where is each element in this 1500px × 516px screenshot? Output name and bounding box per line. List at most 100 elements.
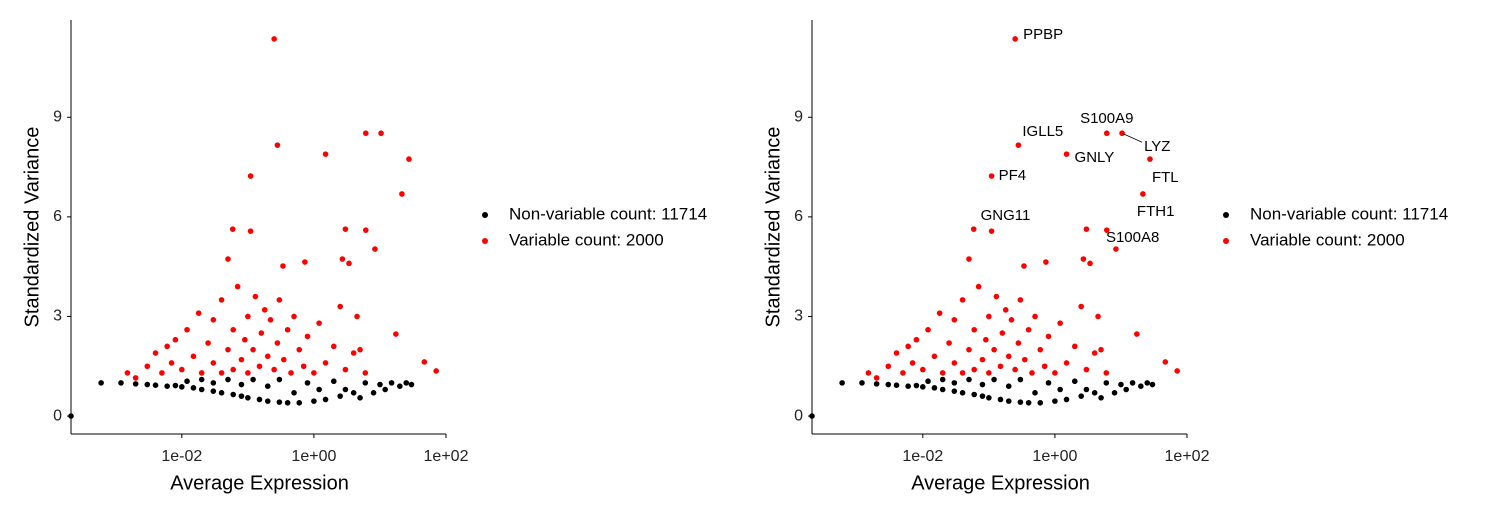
point (256, 396, 263, 403)
point (184, 326, 190, 333)
point (357, 395, 363, 401)
point (250, 346, 256, 353)
point (264, 353, 271, 360)
y-tick-label: 3 (794, 308, 803, 325)
point (152, 382, 159, 388)
point (893, 382, 900, 388)
point (284, 399, 291, 406)
point (296, 399, 303, 406)
point (931, 353, 938, 360)
point (403, 380, 410, 386)
point (304, 333, 311, 340)
point (350, 350, 357, 356)
legend-marker (482, 238, 488, 244)
point (179, 366, 185, 373)
point (809, 413, 815, 419)
point (1103, 380, 1110, 386)
point (316, 386, 322, 393)
point (225, 346, 231, 353)
point (302, 259, 308, 265)
point (346, 260, 352, 267)
point (250, 376, 256, 383)
point (1118, 381, 1124, 388)
point (284, 326, 291, 333)
point (1005, 383, 1012, 389)
point (168, 360, 175, 366)
point (210, 380, 217, 386)
point (991, 346, 997, 353)
point (1098, 346, 1104, 353)
point (975, 283, 982, 290)
point-label: IGLL5 (1022, 123, 1063, 140)
point (983, 336, 989, 343)
point (939, 376, 946, 383)
point (98, 380, 104, 386)
point (276, 376, 283, 383)
point-label: PF4 (999, 167, 1027, 184)
y-tick-label: 3 (53, 308, 62, 325)
point (406, 156, 412, 162)
point (873, 375, 880, 381)
point (931, 385, 938, 391)
x-axis-title: Average Expression (911, 472, 1090, 494)
point (1012, 36, 1018, 42)
point (218, 297, 225, 303)
point (865, 370, 872, 376)
point (885, 381, 892, 388)
y-tick-label: 9 (794, 108, 803, 125)
point (252, 293, 259, 300)
point (1162, 359, 1169, 365)
point (900, 370, 906, 376)
point (1041, 363, 1048, 370)
point (979, 381, 986, 388)
point (1008, 316, 1015, 323)
legend-label: Non-variable count: 11714 (509, 204, 707, 223)
point (1029, 370, 1035, 376)
point (172, 382, 179, 389)
point-label: PPBP (1023, 26, 1063, 43)
point (184, 378, 190, 385)
point (388, 380, 395, 386)
point (164, 343, 170, 350)
point (1123, 386, 1129, 393)
point (1063, 360, 1070, 366)
point (144, 363, 151, 370)
point (179, 384, 185, 390)
point (1012, 366, 1018, 373)
point (291, 313, 297, 320)
point (397, 383, 403, 389)
point (274, 340, 281, 346)
panel: 0 3 6 9 1e-02 1e+00 1e+02 Average Expression Sta… (762, 20, 1448, 494)
point (920, 384, 926, 390)
point (276, 297, 283, 303)
point (172, 336, 179, 343)
point (1032, 390, 1038, 396)
point (238, 393, 245, 399)
point (152, 350, 159, 356)
point (132, 375, 139, 381)
point (1032, 313, 1038, 320)
point (1017, 297, 1024, 303)
point (951, 388, 958, 394)
point (939, 370, 946, 376)
point (925, 378, 931, 385)
point (234, 283, 241, 290)
point-label: FTH1 (1137, 203, 1175, 220)
point (342, 226, 349, 232)
point (205, 340, 211, 346)
point (144, 381, 151, 388)
point (408, 381, 415, 388)
point-label: GNLY (1075, 149, 1115, 166)
point (362, 227, 369, 233)
point (993, 293, 1000, 300)
point (1015, 142, 1022, 148)
y-tick-label: 0 (53, 407, 62, 424)
point (1045, 333, 1052, 340)
label-leader (1121, 132, 1143, 143)
point (859, 380, 865, 386)
point (1021, 356, 1028, 363)
point-label: GNG11 (981, 207, 1031, 224)
point-label: FTL (1152, 169, 1179, 186)
point (1138, 383, 1144, 389)
point (979, 393, 986, 399)
